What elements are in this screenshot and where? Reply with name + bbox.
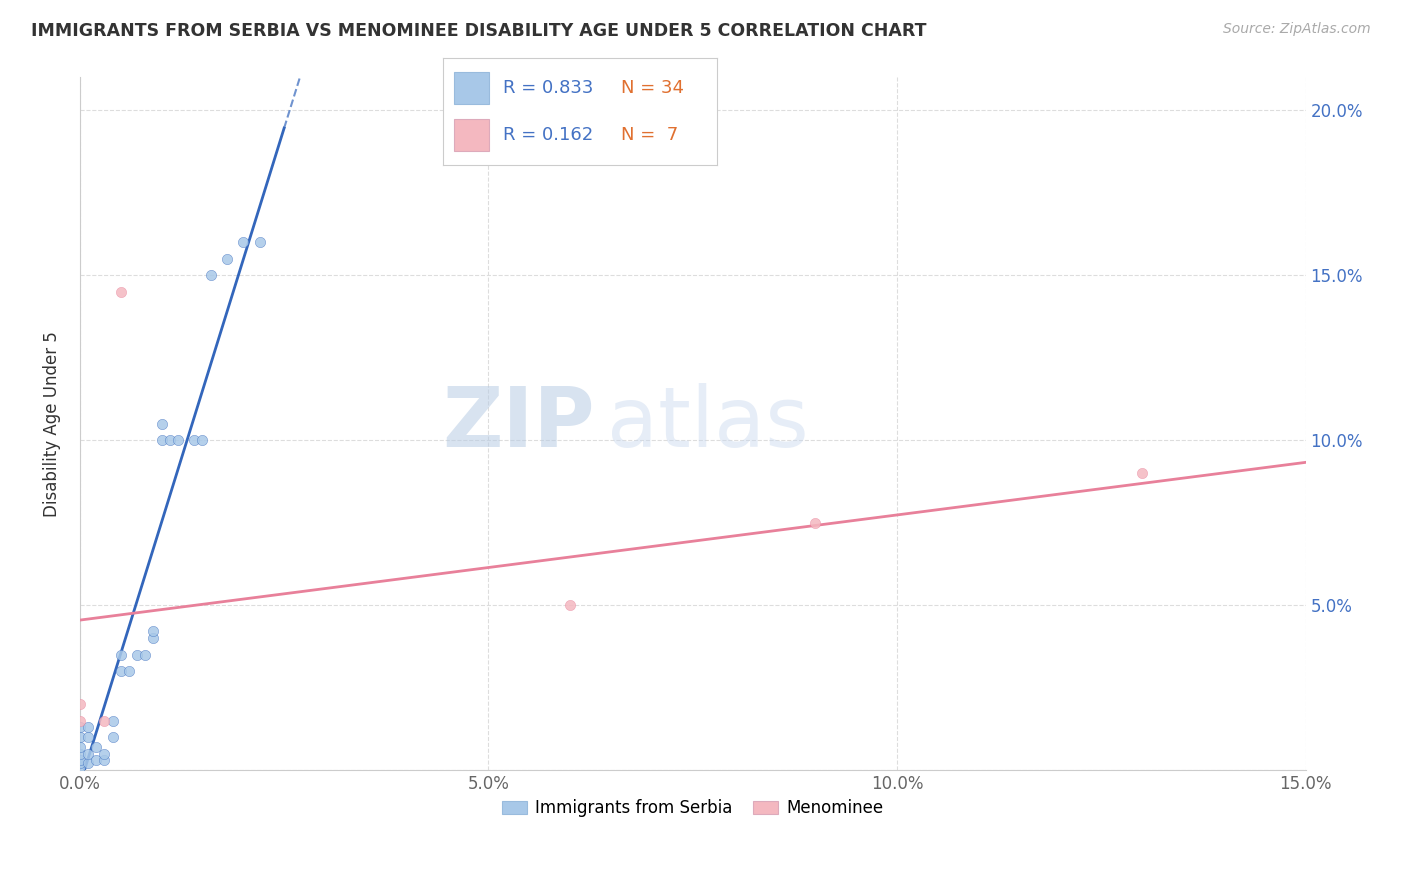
Point — [69, 720, 91, 734]
Point — [118, 664, 141, 678]
Point — [215, 252, 238, 266]
Legend: Immigrants from Serbia, Menominee: Immigrants from Serbia, Menominee — [495, 793, 890, 824]
Point — [110, 285, 132, 299]
Point — [84, 739, 107, 754]
Point — [200, 268, 222, 283]
Point — [134, 648, 156, 662]
Point — [232, 235, 254, 250]
Point — [183, 434, 205, 448]
Text: N =  7: N = 7 — [621, 126, 678, 144]
Text: R = 0.833: R = 0.833 — [503, 79, 593, 97]
Point — [249, 235, 271, 250]
Point — [101, 730, 124, 744]
FancyBboxPatch shape — [454, 119, 489, 151]
Point — [191, 434, 214, 448]
Point — [167, 434, 190, 448]
Point — [69, 753, 91, 767]
Point — [69, 697, 91, 711]
Text: ZIP: ZIP — [441, 384, 595, 464]
Point — [69, 730, 91, 744]
Point — [150, 417, 173, 431]
Text: atlas: atlas — [607, 384, 808, 464]
Point — [77, 756, 100, 771]
Point — [69, 714, 91, 728]
Point — [69, 747, 91, 761]
Point — [142, 624, 165, 639]
Point — [69, 760, 91, 774]
Point — [69, 739, 91, 754]
Point — [93, 747, 115, 761]
Point — [142, 631, 165, 645]
Point — [159, 434, 181, 448]
Point — [93, 753, 115, 767]
Text: R = 0.162: R = 0.162 — [503, 126, 593, 144]
Point — [558, 598, 581, 612]
Point — [84, 753, 107, 767]
Point — [77, 747, 100, 761]
Point — [77, 720, 100, 734]
Point — [150, 434, 173, 448]
Point — [77, 730, 100, 744]
Point — [1130, 466, 1153, 480]
Text: Source: ZipAtlas.com: Source: ZipAtlas.com — [1223, 22, 1371, 37]
Y-axis label: Disability Age Under 5: Disability Age Under 5 — [44, 331, 60, 516]
Point — [804, 516, 827, 530]
Point — [101, 714, 124, 728]
Point — [69, 756, 91, 771]
Text: N = 34: N = 34 — [621, 79, 685, 97]
Text: IMMIGRANTS FROM SERBIA VS MENOMINEE DISABILITY AGE UNDER 5 CORRELATION CHART: IMMIGRANTS FROM SERBIA VS MENOMINEE DISA… — [31, 22, 927, 40]
Point — [93, 714, 115, 728]
Point — [110, 664, 132, 678]
Point — [110, 648, 132, 662]
FancyBboxPatch shape — [454, 72, 489, 104]
Point — [125, 648, 148, 662]
